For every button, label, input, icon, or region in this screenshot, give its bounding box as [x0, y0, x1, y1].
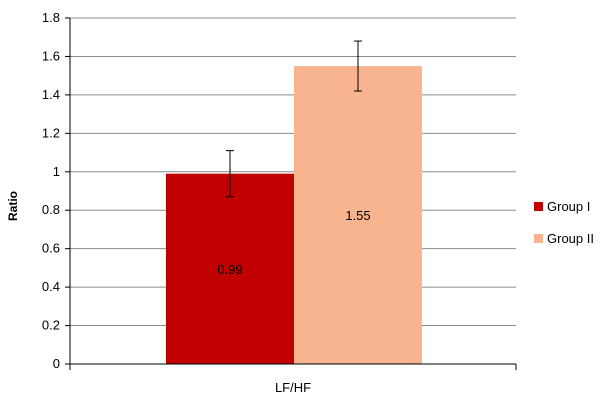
- data-labels: 0.99 1.55: [217, 208, 370, 277]
- gridlines: [70, 17, 516, 327]
- bar-group-ii: [294, 66, 422, 365]
- data-label: 0.99: [217, 262, 242, 277]
- legend-label: Group I: [547, 199, 590, 214]
- bar-group-i: [166, 173, 294, 364]
- axes: 0 0.2 0.4 0.6 0.8 1 1.2 1.4 1.6 1.8 LF/HF: [42, 10, 517, 395]
- legend: Group I Group II: [534, 199, 594, 246]
- x-tick-label: LF/HF: [275, 380, 311, 395]
- y-tick-label: 1.4: [42, 87, 60, 102]
- y-axis-label: Ratio: [6, 191, 20, 221]
- y-tick-label: 1: [53, 164, 60, 179]
- y-tick-label: 0.2: [42, 318, 60, 333]
- y-tick-label: 0.4: [42, 279, 60, 294]
- y-tick-label: 0.8: [42, 202, 60, 217]
- y-tick-label: 1.2: [42, 125, 60, 140]
- error-bars: [226, 40, 362, 198]
- y-tick-label: 1.8: [42, 10, 60, 25]
- y-tick-label: 0: [53, 356, 60, 371]
- data-label: 1.55: [345, 208, 370, 223]
- y-tick-label: 0.6: [42, 241, 60, 256]
- legend-label: Group II: [547, 231, 594, 246]
- legend-swatch: [534, 234, 543, 243]
- bars: [166, 66, 422, 365]
- y-tick-label: 1.6: [42, 48, 60, 63]
- legend-swatch: [534, 202, 543, 211]
